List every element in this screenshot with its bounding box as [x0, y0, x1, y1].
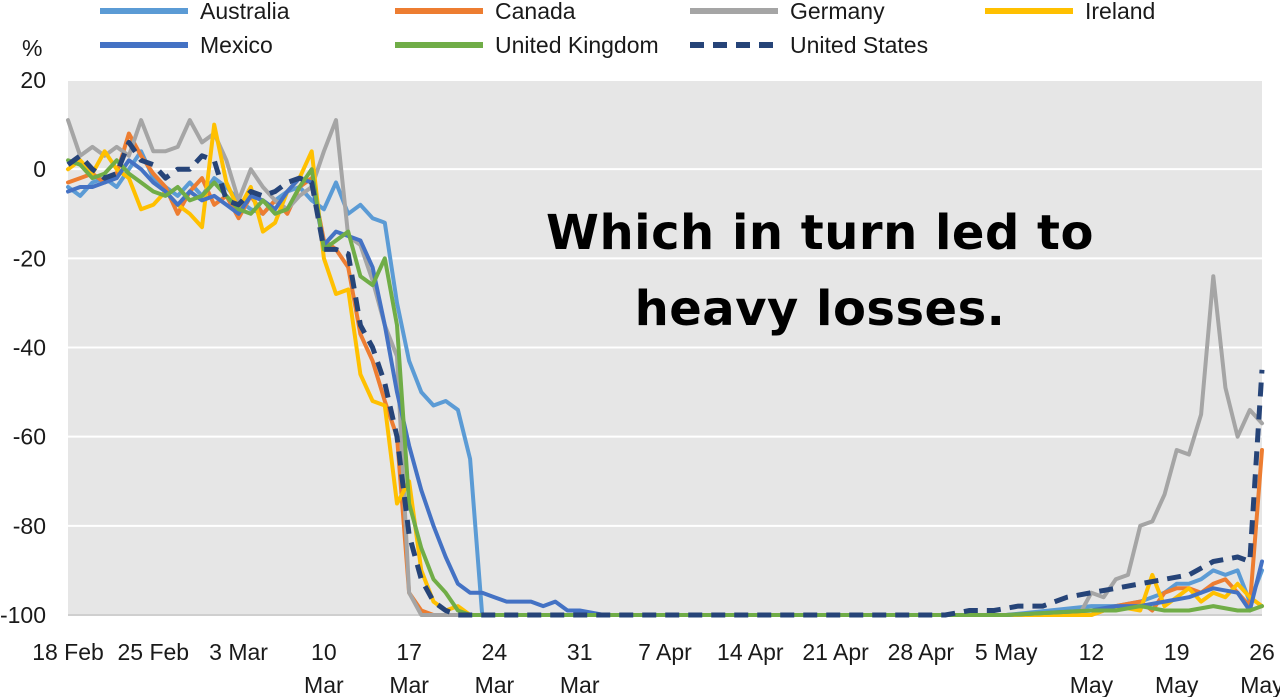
x-tick-label: 19 May: [1155, 639, 1199, 697]
x-axis: 18 Feb 25 Feb 3 Mar 10 Mar 17 Mar 24 Mar 31 Mar 7 A…: [32, 639, 1280, 697]
x-tick-label: 24 Mar: [475, 639, 515, 697]
y-tick-label: -80: [13, 513, 46, 539]
y-axis-label: %: [22, 35, 42, 61]
legend-label: Canada: [495, 0, 576, 24]
legend-label: Australia: [200, 0, 290, 24]
legend-label: Mexico: [200, 32, 273, 58]
x-tick-label: 18 Feb: [32, 639, 104, 665]
series-lines: [66, 118, 1265, 618]
x-tick-label: 26 May: [1240, 639, 1280, 697]
series-line-united-kingdom: [66, 158, 1264, 617]
y-tick-label: -60: [13, 424, 46, 450]
x-tick-label: 31 Mar: [560, 639, 600, 697]
legend: Australia Canada Germany Ireland Mexico Unite…: [100, 0, 1155, 58]
y-tick-label: -100: [0, 602, 46, 628]
x-tick-label: 7 Apr: [638, 639, 692, 665]
legend-label: United States: [790, 32, 928, 58]
x-tick-label: 5 May: [975, 639, 1038, 665]
x-tick-label: 12 May: [1070, 639, 1114, 697]
x-tick-label: 14 Apr: [717, 639, 784, 665]
y-tick-label: 20: [20, 67, 46, 93]
y-tick-label: 0: [33, 156, 46, 182]
legend-label: United Kingdom: [495, 32, 659, 58]
x-tick-label: 21 Apr: [802, 639, 869, 665]
y-tick-label: -40: [13, 335, 46, 361]
overlay-caption: Which in turn led to heavy losses.: [546, 205, 1094, 337]
legend-label: Germany: [790, 0, 885, 24]
y-axis: 20 0 -20 -40 -60 -80 -100: [0, 67, 46, 628]
x-tick-label: 17 Mar: [389, 639, 429, 697]
y-tick-label: -20: [13, 245, 46, 271]
legend-label: Ireland: [1085, 0, 1155, 24]
x-tick-label: 28 Apr: [888, 639, 955, 665]
x-tick-label: 25 Feb: [117, 639, 189, 665]
series-line-canada: [66, 131, 1264, 617]
x-tick-label: 3 Mar: [209, 639, 268, 665]
x-tick-label: 10 Mar: [304, 639, 344, 697]
